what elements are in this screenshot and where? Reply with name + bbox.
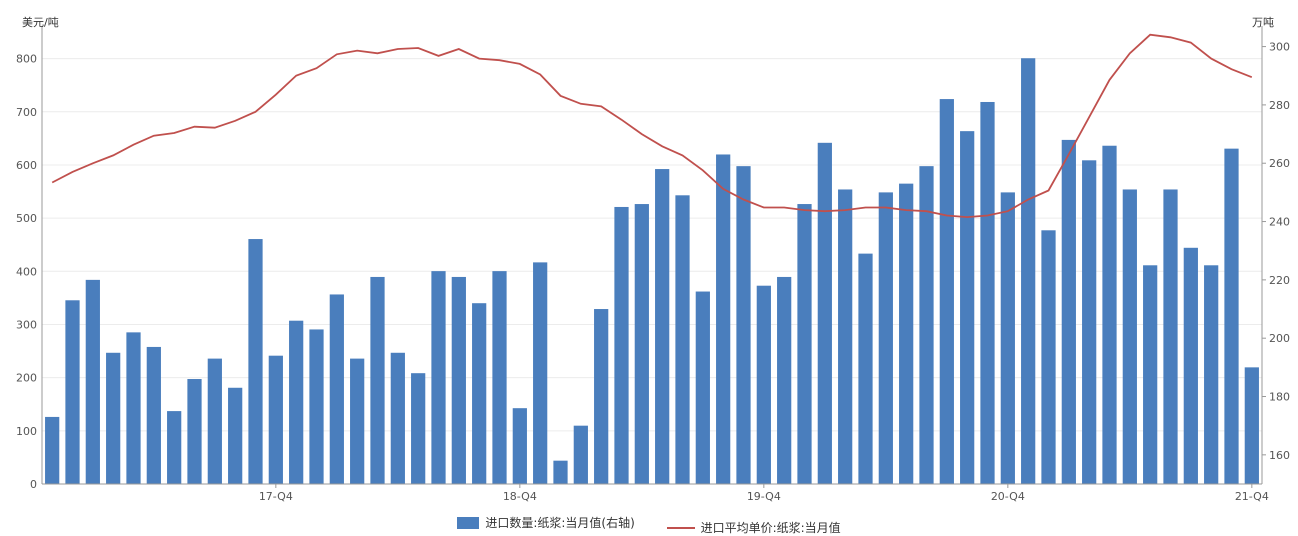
bar — [167, 411, 182, 484]
bar — [838, 189, 853, 485]
bar — [289, 320, 304, 484]
left-tick-label: 300 — [16, 318, 37, 331]
bar — [1183, 247, 1198, 484]
bar — [980, 101, 995, 485]
line-series — [51, 33, 1253, 219]
bar — [248, 239, 263, 484]
left-tick-label: 800 — [16, 53, 37, 66]
x-tick-label: 19-Q4 — [747, 490, 781, 503]
left-tick-label: 400 — [16, 265, 37, 278]
right-tick-label: 300 — [1269, 41, 1290, 54]
bar — [329, 294, 344, 484]
bar — [431, 271, 446, 484]
bar — [634, 204, 649, 484]
right-tick-label: 240 — [1269, 216, 1290, 229]
bar — [1082, 160, 1097, 484]
right-tick-label: 220 — [1269, 274, 1290, 287]
bar — [512, 408, 527, 484]
bar — [126, 332, 141, 484]
bar — [777, 276, 792, 484]
bar-series — [45, 58, 1259, 485]
bar — [756, 285, 771, 484]
bar — [614, 206, 629, 484]
bar — [411, 373, 426, 484]
grid-lines — [42, 58, 1262, 432]
bar — [736, 166, 751, 484]
bar — [309, 329, 324, 484]
bar — [207, 358, 222, 484]
right-tick-label: 260 — [1269, 157, 1290, 170]
bar — [1122, 189, 1137, 485]
legend: 进口数量:纸浆:当月值(右轴) 进口平均单价:纸浆:当月值 — [0, 514, 1298, 536]
left-tick-label: 700 — [16, 106, 37, 119]
bar — [858, 253, 873, 484]
right-tick-label: 180 — [1269, 391, 1290, 404]
bar — [1102, 145, 1117, 484]
bar — [594, 309, 609, 484]
x-tick-label: 21-Q4 — [1235, 490, 1269, 503]
bar — [187, 379, 202, 484]
bar — [370, 276, 385, 484]
bar — [1163, 189, 1178, 485]
legend-bar-label: 进口数量:纸浆:当月值(右轴) — [485, 516, 635, 530]
bar — [1041, 230, 1056, 484]
legend-item-line[interactable]: 进口平均单价:纸浆:当月值 — [666, 519, 841, 536]
bar — [390, 352, 405, 484]
bar — [1224, 148, 1239, 485]
left-tick-label: 0 — [30, 478, 37, 491]
bar — [878, 192, 893, 485]
legend-line-label: 进口平均单价:纸浆:当月值 — [700, 521, 841, 535]
bar — [919, 166, 934, 484]
bar — [1244, 367, 1259, 484]
bar — [85, 279, 100, 484]
bar — [655, 169, 670, 485]
bar — [716, 154, 731, 484]
price-line — [51, 33, 1253, 219]
bar — [492, 271, 507, 484]
bar — [960, 131, 975, 485]
left-tick-label: 200 — [16, 372, 37, 385]
left-axis-unit: 美元/吨 — [22, 16, 59, 29]
left-tick-label: 100 — [16, 425, 37, 438]
chart: 0 100 200 300 400 500 600 700 800 160 180 200 220 240… — [16, 26, 1290, 503]
x-tick-label: 20-Q4 — [991, 490, 1025, 503]
bar — [350, 358, 365, 484]
bar — [1021, 58, 1036, 484]
right-tick-label: 160 — [1269, 449, 1290, 462]
legend-bar-swatch — [457, 516, 480, 529]
bar — [1204, 265, 1219, 484]
legend-line-swatch — [666, 526, 695, 529]
bar — [451, 276, 466, 484]
bar — [1000, 192, 1015, 485]
x-tick-label: 17-Q4 — [259, 490, 293, 503]
right-tick-label: 200 — [1269, 332, 1290, 345]
right-axis-unit: 万吨 — [1252, 16, 1274, 29]
bar — [146, 346, 161, 484]
bar — [106, 352, 121, 484]
bar — [268, 355, 283, 484]
bar — [65, 300, 80, 484]
bar — [1143, 265, 1158, 484]
bar — [533, 262, 548, 484]
bar — [573, 425, 588, 484]
bar — [1061, 139, 1076, 484]
bar — [472, 303, 487, 484]
bar — [939, 99, 954, 484]
bar — [553, 460, 568, 484]
x-tick-label: 18-Q4 — [503, 490, 537, 503]
right-tick-label: 280 — [1269, 99, 1290, 112]
axes: 0 100 200 300 400 500 600 700 800 160 180 200 220 240… — [16, 26, 1290, 503]
legend-item-bar[interactable]: 进口数量:纸浆:当月值(右轴) — [457, 514, 635, 531]
bar — [695, 291, 710, 484]
left-tick-label: 600 — [16, 159, 37, 172]
bar — [675, 195, 690, 484]
left-tick-label: 500 — [16, 212, 37, 225]
bar — [797, 204, 812, 484]
bar — [817, 142, 832, 484]
bar — [899, 183, 914, 484]
bar — [45, 416, 60, 484]
bar — [228, 387, 243, 484]
